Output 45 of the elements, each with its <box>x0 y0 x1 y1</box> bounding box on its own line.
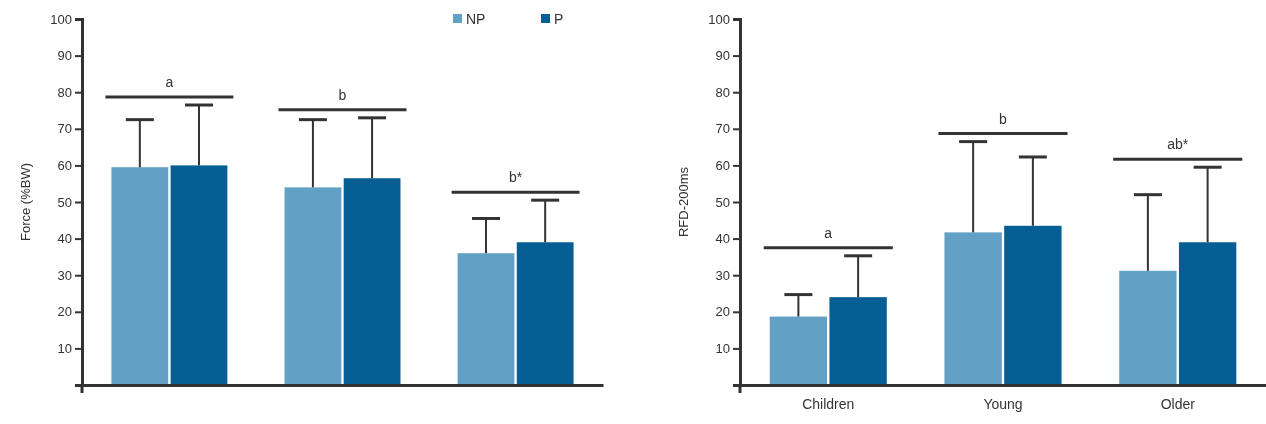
bar <box>1004 225 1062 385</box>
x-tick-label: Children <box>802 395 855 412</box>
bar <box>1119 270 1177 385</box>
annotation: a <box>165 74 174 91</box>
bar <box>111 167 169 385</box>
y-tick-label: 50 <box>715 194 730 210</box>
bar <box>170 165 228 385</box>
y-tick-label: 20 <box>57 304 72 320</box>
y-tick-label: 40 <box>715 231 730 247</box>
y-tick-label: 80 <box>57 84 72 100</box>
y-tick-label: 10 <box>57 341 72 357</box>
y-tick-label: 40 <box>57 231 72 247</box>
bar <box>457 253 515 385</box>
y-tick-label: 90 <box>715 48 730 64</box>
y-tick-label: 20 <box>715 304 730 320</box>
y-tick-label: 10 <box>715 341 730 357</box>
bar <box>284 187 342 385</box>
y-tick-label: 100 <box>50 11 72 27</box>
legend-label: P <box>554 11 564 27</box>
bar <box>1178 242 1237 385</box>
y-tick-label: 30 <box>57 267 72 283</box>
annotation: b <box>999 110 1008 127</box>
y-tick-label: 70 <box>57 121 72 137</box>
bar <box>343 178 401 385</box>
y-tick-label: 100 <box>708 11 730 27</box>
x-tick-label: Young <box>983 395 1023 412</box>
y-tick-label: 90 <box>57 48 72 64</box>
y-tick-label: 60 <box>57 158 72 174</box>
y-tick-label: 70 <box>715 121 730 137</box>
bar <box>516 242 574 385</box>
bar <box>769 316 828 385</box>
annotation: b <box>338 86 347 103</box>
bar <box>944 232 1002 385</box>
x-tick-label: Older <box>1160 395 1196 412</box>
y-tick-label: 60 <box>715 158 730 174</box>
annotation: b* <box>508 169 523 186</box>
y-tick-label: 30 <box>715 267 730 283</box>
legend-label: NP <box>466 11 486 27</box>
annotation: ab* <box>1167 136 1189 153</box>
bar <box>829 297 887 385</box>
annotation: a <box>824 224 833 241</box>
y-axis-title: RFD-200ms <box>676 166 691 238</box>
y-tick-label: 50 <box>57 194 72 210</box>
y-tick-label: 80 <box>715 84 730 100</box>
y-axis-title: Force (%BW) <box>18 163 33 241</box>
